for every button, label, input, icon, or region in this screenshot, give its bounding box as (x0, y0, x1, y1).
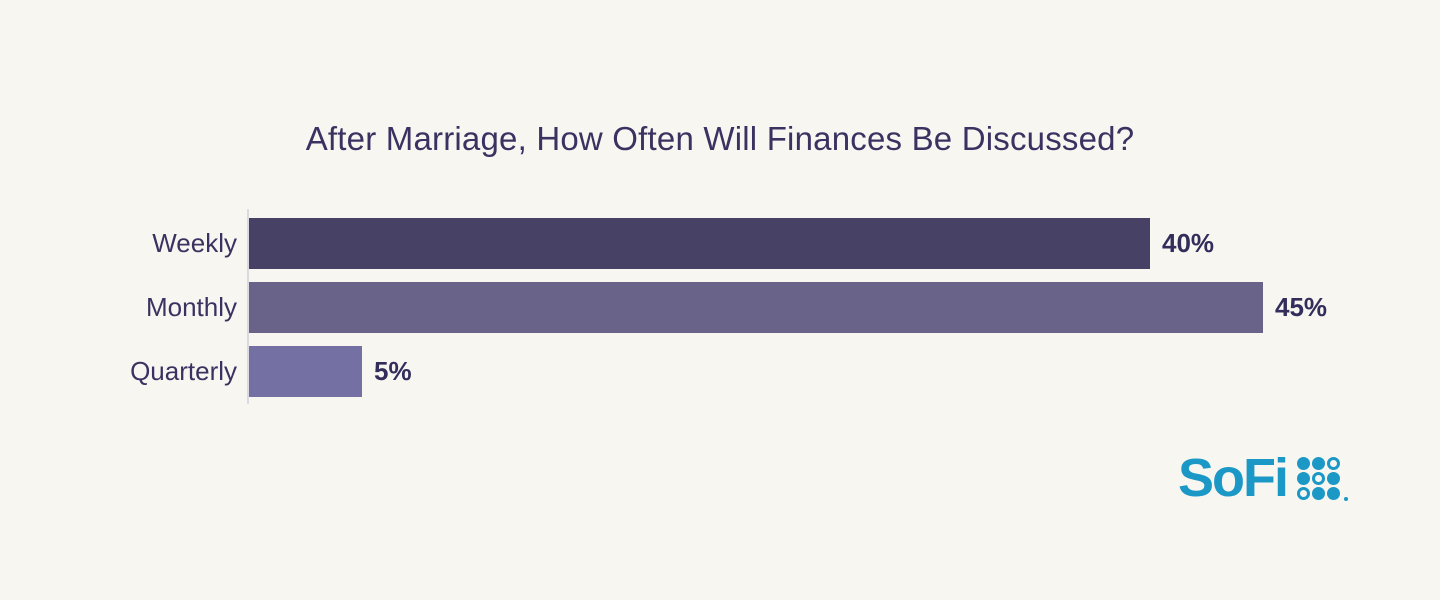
category-label-monthly: Monthly (145, 292, 237, 322)
bar-weekly (249, 218, 1150, 269)
trademark-dot-icon (1344, 497, 1348, 501)
value-label-weekly: 40% (1162, 228, 1215, 258)
filled-dot-icon (1327, 486, 1340, 500)
bar-quarterly (249, 346, 362, 397)
chart-title: After Marriage, How Often Will Finances … (305, 120, 1135, 157)
outlined-dot-icon (1327, 456, 1340, 470)
outlined-dot-icon (1297, 486, 1310, 500)
category-label-quarterly: Quarterly (130, 356, 237, 386)
filled-dot-icon (1297, 471, 1310, 485)
filled-dot-icon (1312, 486, 1325, 500)
bar-row-monthly: Monthly 45% (0, 282, 1440, 333)
bar-row-weekly: Weekly 40% (0, 218, 1440, 269)
filled-dot-icon (1297, 456, 1310, 470)
category-label-weekly: Weekly (152, 228, 237, 258)
sofi-wordmark: SoFi (1178, 448, 1289, 508)
sofi-dots-grid-icon (1297, 456, 1340, 500)
sofi-logo: SoFi (1178, 448, 1348, 508)
value-label-quarterly: 5% (374, 356, 412, 386)
y-axis-line (247, 209, 249, 404)
filled-dot-icon (1327, 471, 1340, 485)
bar-row-quarterly: Quarterly 5% (0, 346, 1440, 397)
value-label-monthly: 45% (1275, 292, 1328, 322)
bar-monthly (249, 282, 1263, 333)
filled-dot-icon (1312, 456, 1325, 470)
outlined-dot-icon (1312, 471, 1325, 485)
